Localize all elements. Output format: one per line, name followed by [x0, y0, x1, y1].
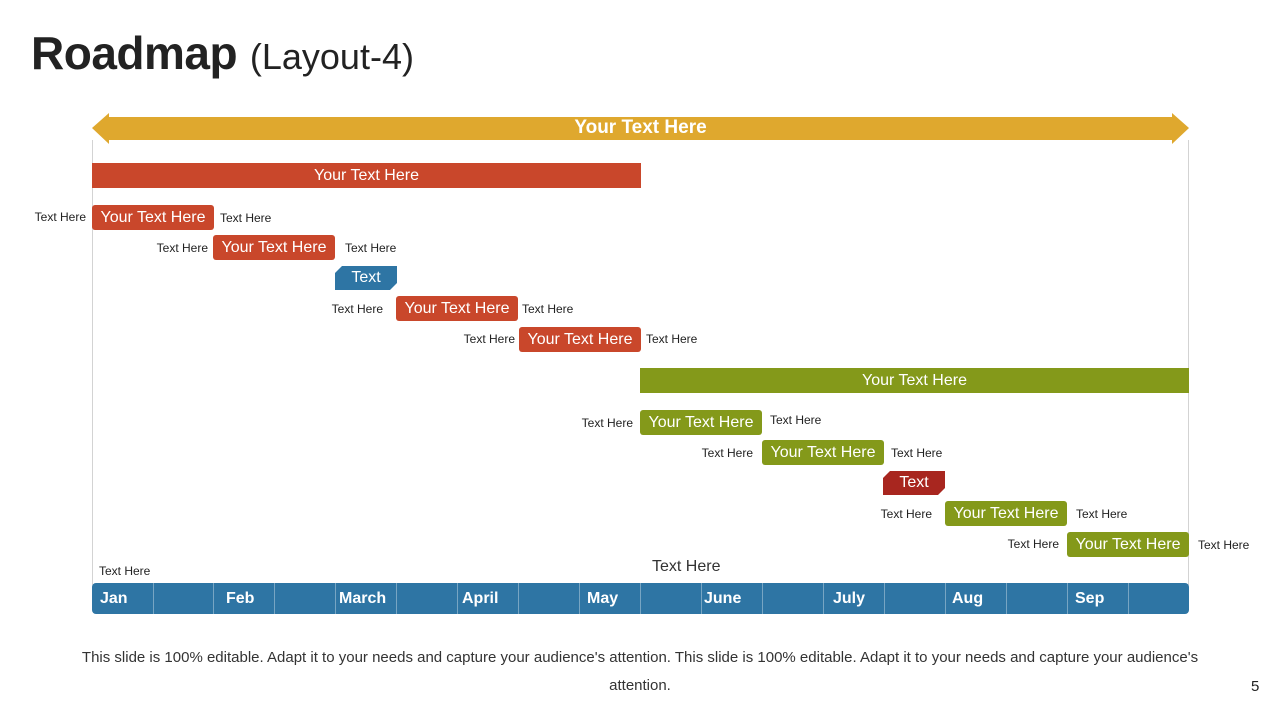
title-sub: (Layout-4) — [249, 36, 414, 77]
task-7-left-note: Text Here — [880, 507, 932, 521]
month-feb: Feb — [226, 590, 255, 607]
task-8[interactable]: Your Text Here — [1067, 532, 1189, 557]
milestone-2[interactable]: Text — [883, 471, 945, 495]
milestone-2-label: Text — [899, 474, 929, 491]
double-arrow-banner[interactable]: Your Text Here — [92, 113, 1189, 147]
month-july: July — [833, 590, 866, 607]
task-8-right-note: Text Here — [1198, 538, 1250, 552]
task-7[interactable]: Your Text Here — [945, 501, 1067, 526]
double-arrow-shape — [92, 113, 1189, 144]
footer-text: This slide is 100% editable. Adapt it to… — [81, 649, 1199, 694]
task-3-right-note: Text Here — [522, 302, 574, 316]
timeline-center-note: Text Here — [652, 558, 721, 575]
timeline-tick — [335, 583, 336, 614]
month-april: April — [462, 590, 499, 607]
timeline-tick — [701, 583, 702, 614]
timeline-left-note: Text Here — [99, 564, 151, 578]
task-2-left-note: Text Here — [156, 241, 208, 255]
task-2[interactable]: Your Text Here — [213, 235, 335, 260]
task-8-left-note: Text Here — [1007, 537, 1059, 551]
timeline-tick — [1128, 583, 1129, 614]
month-aug: Aug — [952, 590, 984, 607]
task-3[interactable]: Your Text Here — [396, 296, 518, 321]
timeline-tick — [518, 583, 519, 614]
task-1-left-note: Text Here — [34, 210, 86, 224]
month-may: May — [587, 590, 619, 607]
phase-bar-2[interactable]: Your Text Here — [640, 368, 1189, 393]
timeline-tick — [884, 583, 885, 614]
task-6-left-note: Text Here — [701, 446, 753, 460]
task-6-right-note: Text Here — [891, 446, 943, 460]
title-main: Roadmap — [31, 27, 238, 79]
task-5-left-note: Text Here — [581, 416, 633, 430]
timeline-tick — [579, 583, 580, 614]
task-4-left-note: Text Here — [463, 332, 515, 346]
milestone-2-shape — [883, 471, 945, 495]
task-1[interactable]: Your Text Here — [92, 205, 214, 230]
timeline-tick — [153, 583, 154, 614]
page-title: Roadmap (Layout-4) — [31, 24, 414, 86]
task-5[interactable]: Your Text Here — [640, 410, 762, 435]
month-june: June — [704, 590, 742, 607]
timeline-tick — [274, 583, 275, 614]
frame-left-line — [92, 140, 93, 585]
task-1-right-note: Text Here — [220, 211, 272, 225]
task-5-right-note: Text Here — [770, 413, 822, 427]
month-march: March — [339, 590, 387, 607]
timeline-tick — [823, 583, 824, 614]
task-4[interactable]: Your Text Here — [519, 327, 641, 352]
banner-label: Your Text Here — [574, 117, 707, 138]
month-timeline[interactable]: Jan Feb March April May June July Aug Se… — [92, 583, 1189, 614]
timeline-tick — [945, 583, 946, 614]
month-jan: Jan — [100, 590, 128, 607]
milestone-1[interactable]: Text — [335, 266, 397, 290]
task-4-right-note: Text Here — [646, 332, 698, 346]
timeline-tick — [1006, 583, 1007, 614]
task-6[interactable]: Your Text Here — [762, 440, 884, 465]
timeline-tick — [396, 583, 397, 614]
frame-right-line — [1188, 140, 1189, 585]
month-sep: Sep — [1075, 590, 1105, 607]
task-3-left-note: Text Here — [331, 302, 383, 316]
timeline-tick — [762, 583, 763, 614]
timeline-tick — [1067, 583, 1068, 614]
milestone-1-shape — [335, 266, 397, 290]
timeline-tick — [457, 583, 458, 614]
phase-bar-1[interactable]: Your Text Here — [92, 163, 641, 188]
timeline-tick — [213, 583, 214, 614]
task-7-right-note: Text Here — [1076, 507, 1128, 521]
milestone-1-label: Text — [351, 269, 381, 286]
page-number: 5 — [1251, 678, 1260, 695]
task-2-right-note: Text Here — [345, 241, 397, 255]
timeline-tick — [640, 583, 641, 614]
